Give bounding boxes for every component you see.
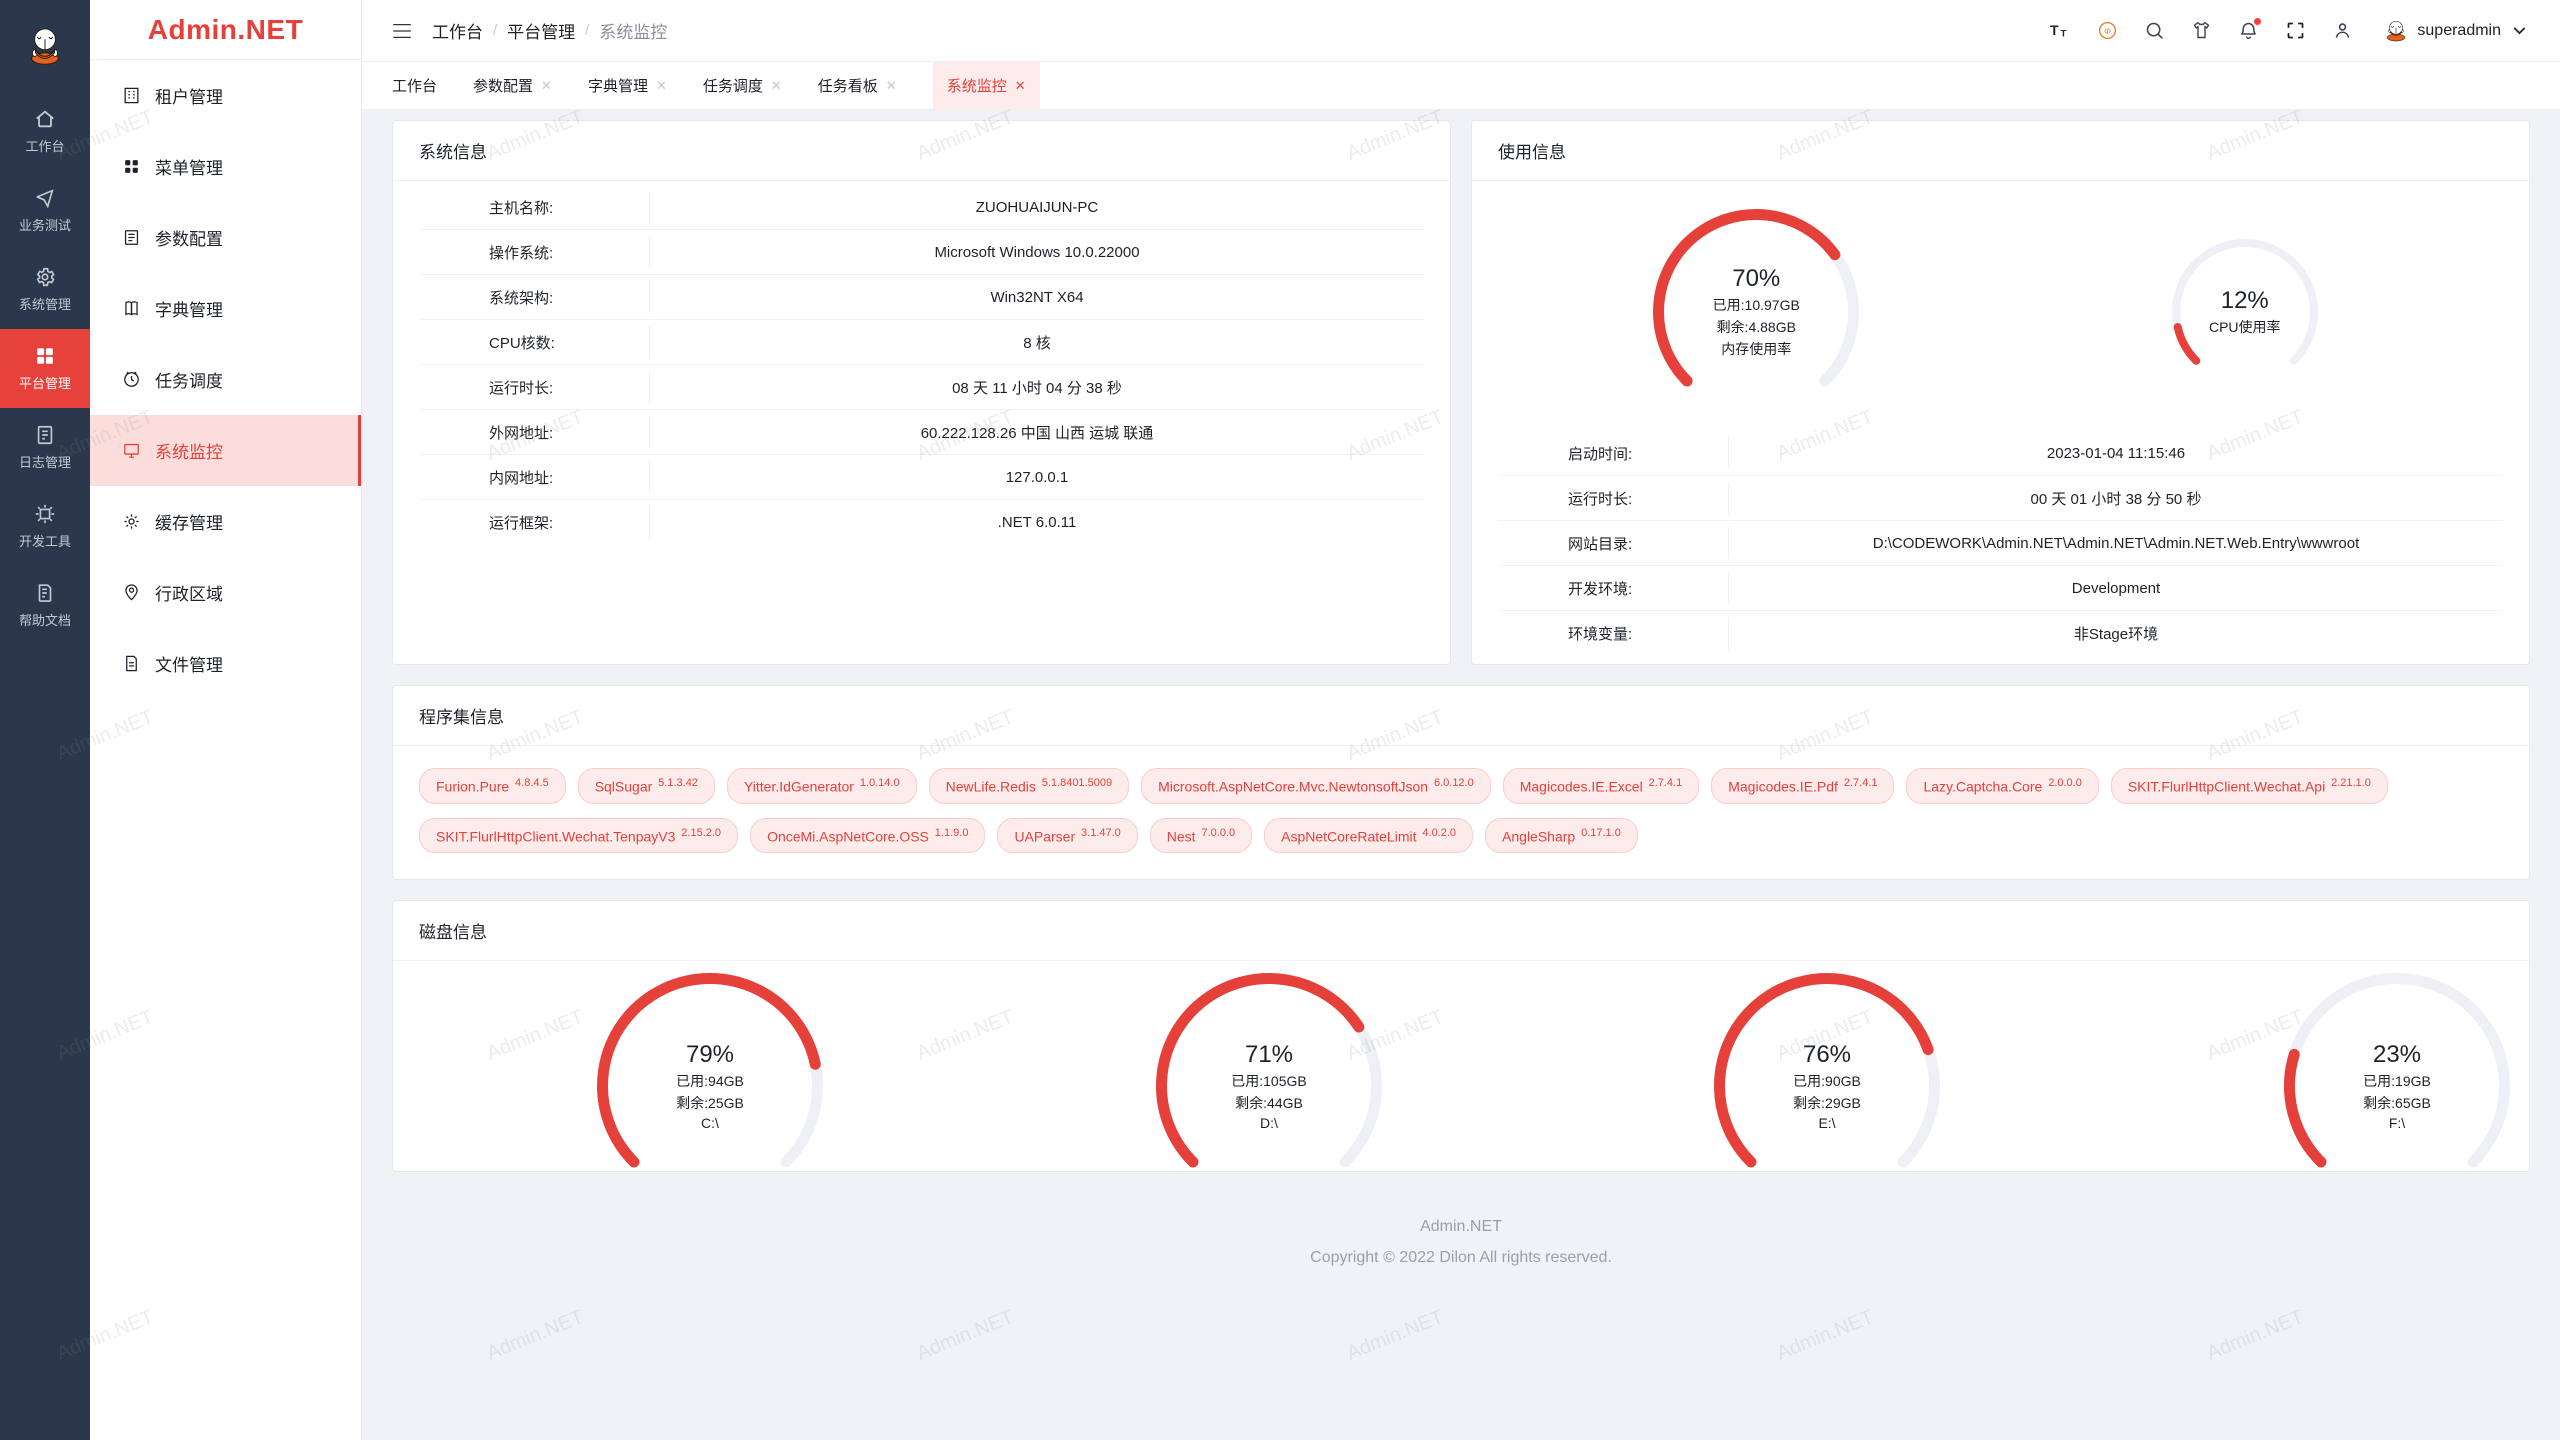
svg-text:T: T	[2050, 22, 2059, 38]
svg-text:T: T	[2061, 29, 2067, 40]
svg-text:Φ: Φ	[2105, 26, 2112, 36]
